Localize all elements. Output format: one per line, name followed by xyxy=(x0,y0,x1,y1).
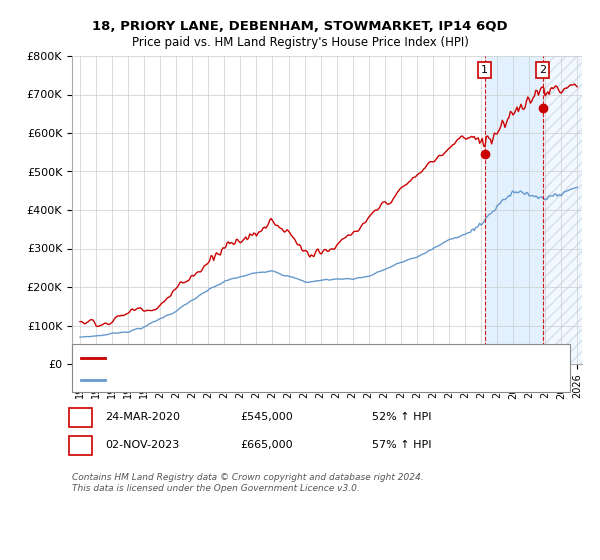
Bar xyxy=(485,56,542,364)
Text: 52% ↑ HPI: 52% ↑ HPI xyxy=(372,412,431,422)
Text: Price paid vs. HM Land Registry's House Price Index (HPI): Price paid vs. HM Land Registry's House … xyxy=(131,36,469,49)
Text: 2: 2 xyxy=(77,440,84,450)
Text: £665,000: £665,000 xyxy=(240,440,293,450)
Text: 24-MAR-2020: 24-MAR-2020 xyxy=(105,412,180,422)
Text: 1: 1 xyxy=(481,65,488,75)
Text: 2: 2 xyxy=(539,65,546,75)
Text: HPI: Average price, detached house, Mid Suffolk: HPI: Average price, detached house, Mid … xyxy=(109,375,360,385)
Text: 18, PRIORY LANE, DEBENHAM, STOWMARKET, IP14 6QD: 18, PRIORY LANE, DEBENHAM, STOWMARKET, I… xyxy=(92,20,508,32)
Text: Contains HM Land Registry data © Crown copyright and database right 2024.
This d: Contains HM Land Registry data © Crown c… xyxy=(72,473,424,493)
Text: £545,000: £545,000 xyxy=(240,412,293,422)
Bar xyxy=(542,56,593,364)
Text: 02-NOV-2023: 02-NOV-2023 xyxy=(105,440,179,450)
Text: 57% ↑ HPI: 57% ↑ HPI xyxy=(372,440,431,450)
Text: 18, PRIORY LANE, DEBENHAM, STOWMARKET, IP14 6QD (detached house): 18, PRIORY LANE, DEBENHAM, STOWMARKET, I… xyxy=(109,353,494,363)
Text: 1: 1 xyxy=(77,412,84,422)
